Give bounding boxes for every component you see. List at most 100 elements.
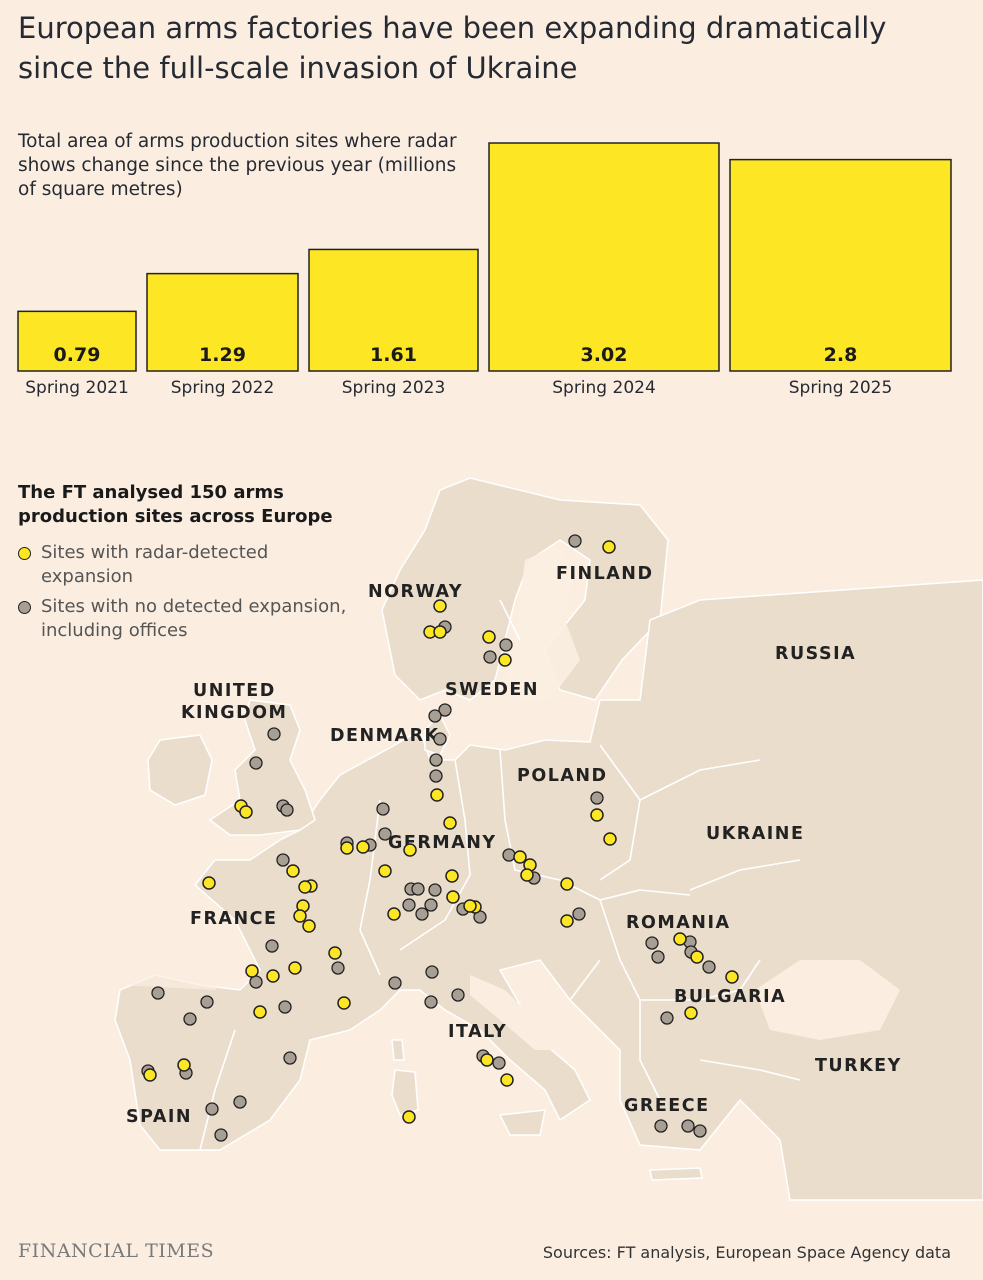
bar-2 (308, 248, 479, 372)
site-dot-no-expansion (200, 995, 214, 1009)
site-dot-no-expansion (428, 883, 442, 897)
site-dot-expansion (403, 843, 417, 857)
site-dot-expansion (480, 1053, 494, 1067)
site-dot-no-expansion (376, 802, 390, 816)
site-dot-expansion (445, 869, 459, 883)
bar-category-label: Spring 2022 (171, 378, 275, 398)
site-dot-no-expansion (645, 936, 659, 950)
country-label: ROMANIA (626, 913, 731, 933)
country-label: DENMARK (330, 726, 440, 746)
bar-1 (146, 272, 299, 372)
country-label: UNITED (193, 681, 276, 701)
site-dot-no-expansion (424, 995, 438, 1009)
site-dot-no-expansion (425, 965, 439, 979)
site-dot-expansion (143, 1068, 157, 1082)
legend-expansion-label: Sites with radar-detected expansion (41, 542, 269, 587)
country-label: GREECE (624, 1096, 710, 1116)
site-dot-no-expansion (702, 960, 716, 974)
site-dot-no-expansion (424, 898, 438, 912)
site-dot-expansion (463, 899, 477, 913)
map-sea-cutouts (120, 545, 900, 1050)
site-dot-expansion (266, 969, 280, 983)
site-dot-no-expansion (429, 753, 443, 767)
site-dot-expansion (245, 964, 259, 978)
site-dot-no-expansion (249, 756, 263, 770)
site-dot-expansion (328, 946, 342, 960)
country-label: TURKEY (815, 1056, 902, 1076)
site-dot-no-expansion (654, 1119, 668, 1133)
site-dots (141, 534, 739, 1142)
site-dot-expansion (603, 832, 617, 846)
site-dot-expansion (239, 805, 253, 819)
site-dot-no-expansion (205, 1102, 219, 1116)
site-dot-no-expansion (660, 1011, 674, 1025)
site-dot-expansion (690, 950, 704, 964)
site-dot-expansion (725, 970, 739, 984)
ft-logo: FINANCIAL TIMES (18, 1240, 215, 1262)
site-dot-no-expansion (402, 898, 416, 912)
site-dot-no-expansion (280, 803, 294, 817)
site-dot-expansion (684, 1006, 698, 1020)
country-label: FINLAND (556, 564, 653, 584)
site-dot-no-expansion (283, 1051, 297, 1065)
site-dot-no-expansion (331, 961, 345, 975)
country-label: BULGARIA (674, 987, 786, 1007)
site-dot-expansion (513, 850, 527, 864)
site-dot-no-expansion (502, 848, 516, 862)
site-dot-no-expansion (267, 727, 281, 741)
site-dot-expansion (673, 932, 687, 946)
bar-0 (17, 310, 137, 372)
bar-3 (488, 142, 720, 372)
site-dot-expansion (302, 919, 316, 933)
site-dot-no-expansion (681, 1119, 695, 1133)
site-dot-no-expansion (249, 975, 263, 989)
site-dot-expansion (602, 540, 616, 554)
bar-value-label: 1.61 (370, 344, 417, 366)
country-label: SPAIN (126, 1107, 192, 1127)
bar-value-label: 2.8 (824, 344, 858, 366)
site-dot-no-expansion (693, 1124, 707, 1138)
site-dot-expansion (433, 625, 447, 639)
site-dot-no-expansion (568, 534, 582, 548)
legend-expansion: Sites with radar-detected expansion (18, 541, 348, 589)
site-dot-expansion (378, 864, 392, 878)
site-dot-expansion (356, 840, 370, 854)
site-dot-expansion (520, 868, 534, 882)
country-label: UKRAINE (706, 824, 804, 844)
site-dot-no-expansion (278, 1000, 292, 1014)
site-dot-no-expansion (483, 650, 497, 664)
site-dot-no-expansion (590, 791, 604, 805)
site-dot-expansion (500, 1073, 514, 1087)
site-dot-expansion (430, 788, 444, 802)
bar-category-label: Spring 2021 (25, 378, 129, 398)
site-dot-expansion (293, 909, 307, 923)
bar-chart: 0.79 Spring 2021 1.29 Spring 2022 1.61 Spring… (17, 142, 952, 398)
country-label: FRANCE (190, 909, 277, 929)
site-dot-expansion (202, 876, 216, 890)
map-legend-title: The FT analysed 150 arms production site… (18, 482, 333, 527)
site-dot-expansion (177, 1058, 191, 1072)
bar-category-label: Spring 2025 (789, 378, 893, 398)
bar-category-label: Spring 2023 (342, 378, 446, 398)
site-dot-no-expansion (378, 827, 392, 841)
site-dot-expansion (482, 630, 496, 644)
bar-category-label: Spring 2024 (552, 378, 656, 398)
site-dot-expansion (337, 996, 351, 1010)
site-dot-no-expansion (233, 1095, 247, 1109)
site-dot-no-expansion (151, 986, 165, 1000)
bar-value-label: 3.02 (581, 344, 628, 366)
grey-dot-icon (18, 601, 31, 614)
page-title: European arms factories have been expand… (18, 11, 887, 85)
site-dot-no-expansion (428, 709, 442, 723)
site-dot-no-expansion (451, 988, 465, 1002)
site-dot-expansion (498, 653, 512, 667)
source-note: Sources: FT analysis, European Space Age… (542, 1243, 951, 1262)
site-dot-no-expansion (499, 638, 513, 652)
site-dot-expansion (288, 961, 302, 975)
site-dot-expansion (433, 599, 447, 613)
site-dot-no-expansion (429, 769, 443, 783)
site-dot-expansion (560, 914, 574, 928)
site-dot-expansion (446, 890, 460, 904)
